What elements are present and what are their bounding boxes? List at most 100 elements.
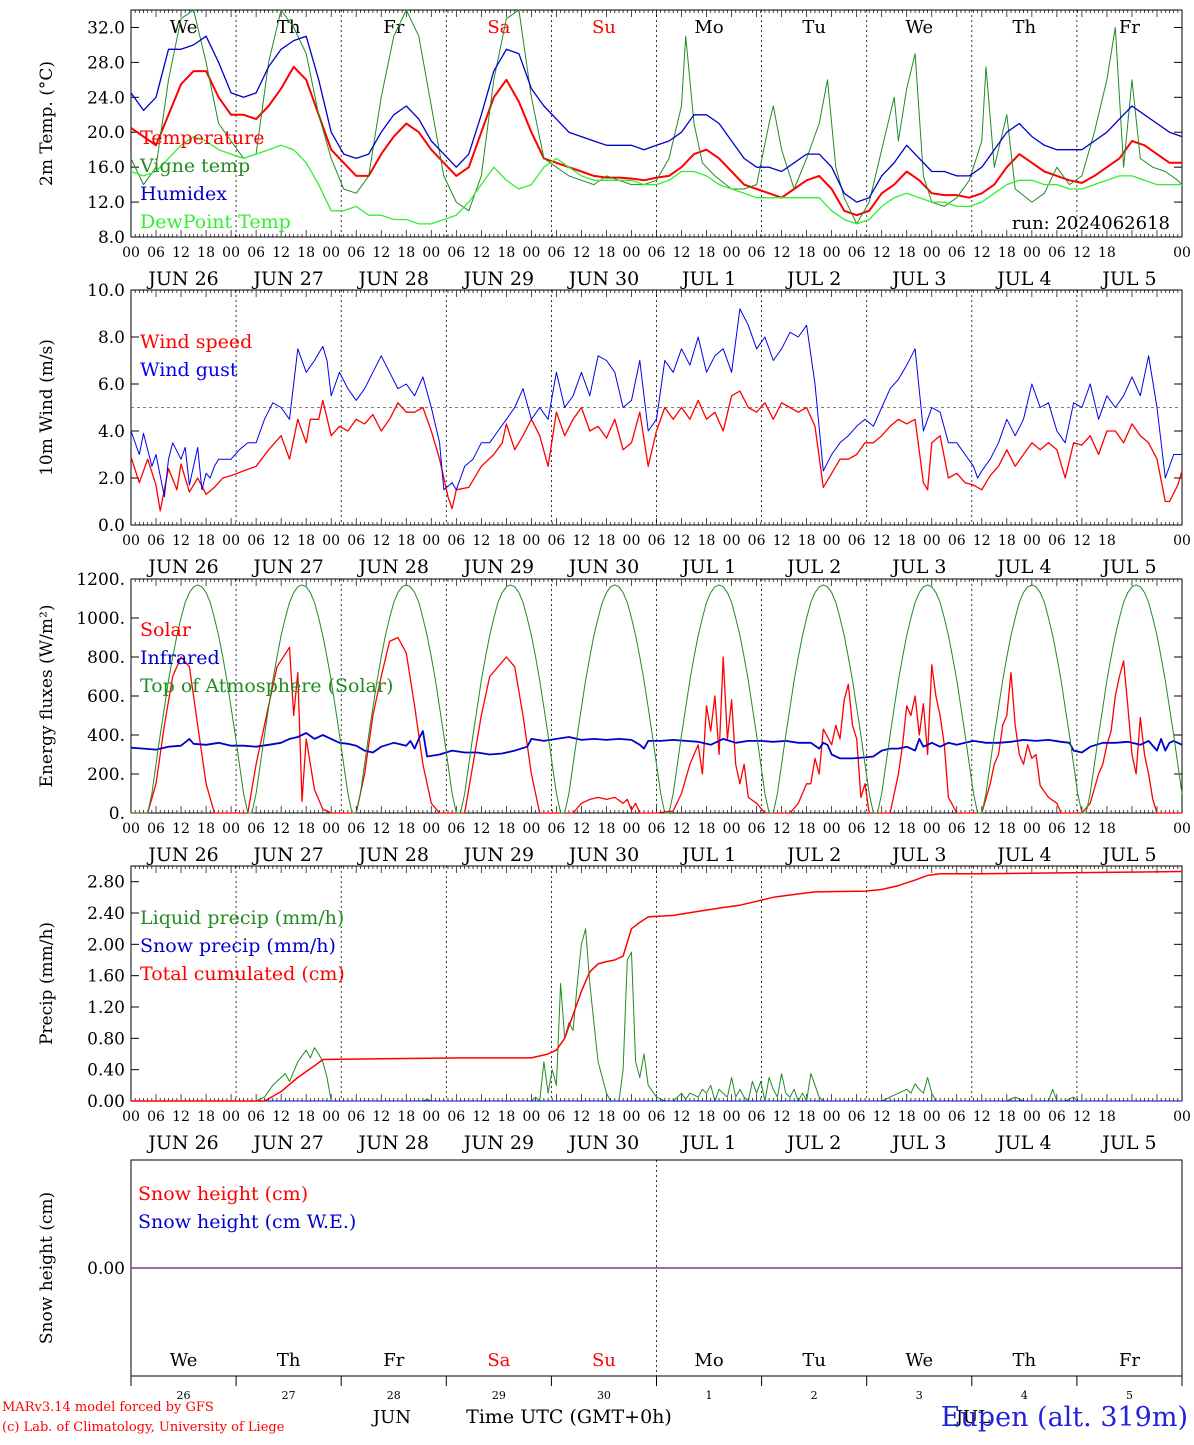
hour-label: 12	[873, 821, 891, 837]
hour-label: 12	[1073, 533, 1091, 549]
date-label: JUL 2	[785, 268, 841, 290]
legend-entry: Snow precip (mm/h)	[140, 935, 336, 957]
hour-label: 06	[748, 533, 766, 549]
hour-label: 00	[623, 1109, 641, 1125]
hour-label: 00	[1173, 1109, 1191, 1125]
hour-label: 00	[723, 533, 741, 549]
hour-label: 06	[948, 1109, 966, 1125]
date-label: JUL 4	[995, 1132, 1051, 1154]
hour-label: 06	[147, 533, 165, 549]
hour-label: 12	[372, 821, 390, 837]
hour-label: 00	[522, 245, 540, 261]
hour-label: 12	[272, 1109, 290, 1125]
hour-label: 00	[623, 821, 641, 837]
legend-entry: Liquid precip (mm/h)	[140, 907, 344, 929]
hour-label: 12	[272, 245, 290, 261]
date-label: JUN 29	[462, 1132, 534, 1154]
hour-label: 18	[798, 821, 816, 837]
hour-label: 12	[973, 245, 991, 261]
y-tick-label: 10.0	[87, 281, 125, 301]
hour-label: 12	[873, 533, 891, 549]
y-tick-label: 200.	[87, 765, 125, 785]
date-label: JUN 28	[357, 844, 429, 866]
date-label: JUL 3	[890, 1132, 946, 1154]
hour-label: 00	[322, 533, 340, 549]
legend-entry: Snow height (cm)	[138, 1183, 308, 1205]
hour-label: 06	[247, 245, 265, 261]
hour-label: 06	[948, 245, 966, 261]
y-tick-label: 600.	[87, 687, 125, 707]
hour-label: 18	[998, 821, 1016, 837]
legend-entry: Temperature	[140, 127, 264, 149]
hour-label: 18	[297, 1109, 315, 1125]
day-number: 27	[282, 1389, 296, 1402]
y-tick-label: 0.0	[98, 516, 125, 536]
hour-label: 06	[347, 533, 365, 549]
y-tick-label: 28.0	[87, 53, 125, 73]
legend-entry: Wind speed	[140, 331, 252, 353]
weekday-label: Fr	[383, 1350, 404, 1371]
legend-entry: Vigne temp	[139, 155, 250, 177]
hour-label: 00	[522, 821, 540, 837]
hour-label: 06	[648, 821, 666, 837]
date-label: JUL 3	[890, 556, 946, 578]
hour-label: 06	[848, 533, 866, 549]
series-line	[131, 636, 1182, 814]
hour-label: 00	[222, 821, 240, 837]
hour-label: 00	[1173, 821, 1191, 837]
weekday-label: We	[170, 17, 198, 38]
y-axis-label: Energy fluxes (W/m²)	[37, 605, 57, 788]
date-label: JUN 27	[251, 844, 323, 866]
hour-label: 00	[422, 245, 440, 261]
date-label: JUN 29	[462, 556, 534, 578]
legend-entry: Snow height (cm W.E.)	[138, 1211, 356, 1233]
day-number: 1	[706, 1389, 713, 1402]
hour-label: 12	[973, 533, 991, 549]
hour-label: 12	[372, 1109, 390, 1125]
hour-label: 18	[698, 1109, 716, 1125]
hour-label: 18	[598, 245, 616, 261]
date-label: JUL 2	[785, 556, 841, 578]
series-line	[131, 584, 1183, 814]
month-label: JUN	[371, 1407, 411, 1428]
hour-label: 06	[1048, 245, 1066, 261]
hour-label: 00	[322, 245, 340, 261]
hour-label: 12	[172, 533, 190, 549]
y-tick-label: 16.0	[87, 158, 125, 178]
y-tick-label: 8.0	[98, 328, 125, 348]
series-line	[130, 9, 1183, 225]
hour-label: 18	[1098, 533, 1116, 549]
hour-label: 12	[172, 245, 190, 261]
date-label: JUN 26	[146, 268, 218, 290]
hour-label: 06	[547, 1109, 565, 1125]
hour-label: 18	[497, 533, 515, 549]
hour-label: 12	[773, 245, 791, 261]
y-tick-label: 800.	[87, 648, 125, 668]
date-label: JUL 1	[680, 1132, 736, 1154]
hour-label: 06	[748, 1109, 766, 1125]
y-tick-label: 2.0	[98, 469, 125, 489]
hour-label: 00	[923, 821, 941, 837]
y-tick-label: 24.0	[87, 88, 125, 108]
legend-entry: Humidex	[140, 183, 227, 205]
hour-label: 18	[1098, 1109, 1116, 1125]
legend-entry: DewPoint Temp	[140, 211, 291, 233]
month-label: JUL	[954, 1407, 990, 1428]
weekday-label: Fr	[1119, 17, 1140, 38]
weekday-label: Fr	[1119, 1350, 1140, 1371]
hour-label: 12	[773, 821, 791, 837]
hour-label: 18	[497, 1109, 515, 1125]
hour-label: 12	[172, 1109, 190, 1125]
day-number: 3	[916, 1389, 923, 1402]
hour-label: 06	[748, 821, 766, 837]
date-label: JUN 28	[357, 1132, 429, 1154]
y-tick-label: 1000.	[76, 609, 125, 629]
hour-label: 18	[297, 533, 315, 549]
y-tick-label: 1.60	[87, 967, 125, 987]
day-number: 30	[597, 1389, 611, 1402]
hour-label: 18	[698, 245, 716, 261]
hour-label: 12	[673, 245, 691, 261]
date-label: JUL 1	[680, 556, 736, 578]
y-tick-label: 20.0	[87, 123, 125, 143]
